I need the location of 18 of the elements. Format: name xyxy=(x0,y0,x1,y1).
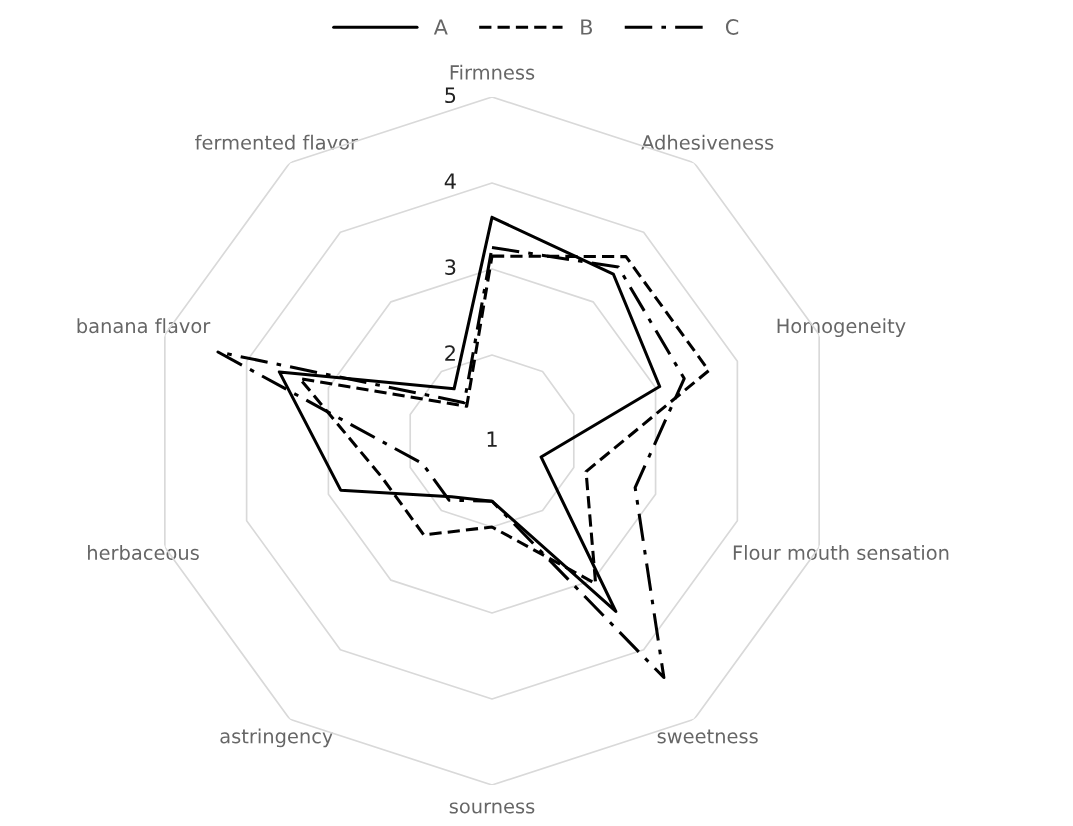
spoke-label: herbaceous xyxy=(88,544,199,561)
legend-label: A xyxy=(433,19,448,35)
legend-label: B xyxy=(581,19,593,35)
y-tick-label: 2 xyxy=(445,345,455,361)
spoke-label: sweetness xyxy=(657,729,758,744)
spoke-label: banana flavor xyxy=(77,318,211,334)
spoke-label: fermented flavor xyxy=(195,134,359,150)
spoke-label: Homogeneity xyxy=(777,318,906,338)
spoke-label: Adhesiveness xyxy=(641,134,774,150)
y-tick-label: 4 xyxy=(444,173,456,189)
y-tick-label: 1 xyxy=(487,431,497,447)
legend-label: C xyxy=(725,19,739,35)
spoke-label: Firmness xyxy=(450,64,535,80)
y-tick-label: 3 xyxy=(445,259,456,276)
spoke-label: Flour mouth sensation xyxy=(733,544,949,561)
spoke-label: sourness xyxy=(449,802,535,814)
y-tick-label: 5 xyxy=(445,87,456,104)
spoke-label: astringency xyxy=(220,728,333,748)
